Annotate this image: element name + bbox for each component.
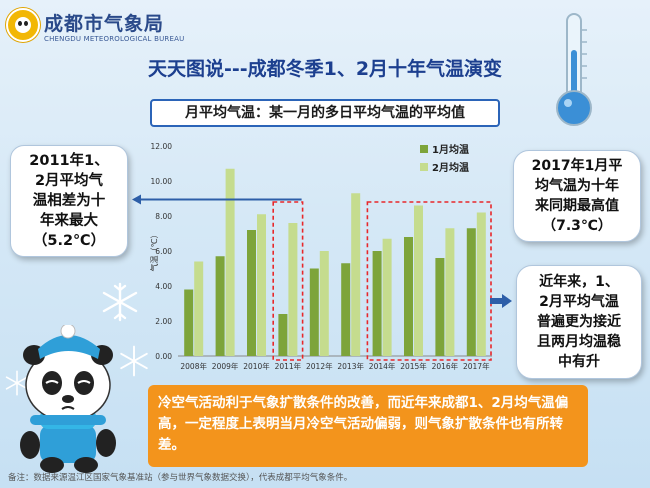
definition-banner: 月平均气温：某一月的多日平均气温的平均值 (150, 99, 500, 127)
bar-jan (278, 314, 288, 356)
logo-panda-icon (6, 8, 40, 42)
bar-feb (351, 193, 361, 356)
legend-label: 2月均温 (432, 161, 469, 174)
x-tick-label: 2017年 (463, 361, 490, 371)
bar-feb (225, 168, 235, 356)
callout-2011: 2011年1、 2月平均气 温相差为十 年来最大 （5.2℃） (10, 145, 128, 257)
highlight-box (366, 201, 492, 361)
legend-label: 1月均温 (432, 143, 469, 156)
snowflake-icon (102, 282, 138, 322)
bar-feb (382, 238, 392, 356)
bar-jan (435, 258, 445, 356)
callout-2011-text: 2011年1、 2月平均气 温相差为十 年来最大 （5.2℃） (29, 153, 109, 249)
y-tick-label: 12.00 (151, 142, 173, 151)
legend-swatch (420, 163, 428, 171)
y-tick-label: 4.00 (155, 282, 172, 291)
y-tick-label: 8.00 (155, 212, 172, 221)
x-tick-label: 2012年 (306, 361, 333, 371)
callout-arrow-head (132, 194, 141, 205)
bar-feb (194, 261, 204, 356)
main-title: 天天图说---成都冬季1、2月十年气温演变 (147, 58, 503, 80)
callout-trend: 近年来，1、 2月平均气温 普遍更为接近 且两月均温稳 中有升 (516, 265, 642, 379)
x-tick-label: 2014年 (369, 361, 396, 371)
y-axis-label: 气温（℃） (149, 231, 159, 272)
thermometer-icon (556, 13, 592, 126)
data-source-footnote: 备注：数据来源温江区国家气象基准站（参与世界气象数据交换），代表成都平均气象条件… (8, 473, 353, 483)
x-tick-label: 2011年 (275, 361, 302, 371)
x-tick-label: 2013年 (337, 361, 364, 371)
bar-jan (372, 251, 382, 356)
bar-feb (319, 251, 329, 356)
bar-feb (414, 205, 423, 356)
bar-jan (309, 268, 319, 356)
conclusion-note: 冷空气活动利于气象扩散条件的改善，而近年来成都1、2月均气温偏高，一定程度上表明… (148, 385, 588, 467)
logo-subtitle: CHENGDU METEOROLOGICAL BUREAU (44, 35, 185, 43)
y-tick-label: 0.00 (155, 352, 172, 361)
bar-jan (404, 237, 413, 356)
callout-trend-text: 近年来，1、 2月平均气温 普遍更为接近 且两月均温稳 中有升 (537, 274, 621, 370)
right-arrow-icon (490, 294, 512, 308)
bar-feb (257, 214, 266, 356)
callout-2017: 2017年1月平 均气温为十年 来同期最高值 （7.3℃） (513, 150, 641, 242)
bar-jan (247, 230, 256, 356)
y-tick-label: 10.00 (151, 177, 173, 186)
x-tick-label: 2009年 (212, 361, 239, 371)
y-tick-label: 6.00 (155, 247, 172, 256)
x-tick-label: 2016年 (432, 361, 459, 371)
logo-title: 成都市气象局 (44, 13, 165, 35)
snowflake-icon (5, 370, 29, 396)
bar-feb (445, 228, 455, 356)
y-tick-label: 2.00 (155, 317, 172, 326)
bar-jan (184, 289, 194, 356)
logo: 成都市气象局 CHENGDU METEOROLOGICAL BUREAU (6, 8, 196, 48)
bar-feb (288, 223, 298, 356)
panda-mascot-icon (20, 325, 116, 473)
bar-jan (341, 263, 351, 356)
x-tick-label: 2015年 (400, 361, 427, 371)
x-tick-label: 2010年 (243, 361, 270, 371)
x-tick-label: 2008年 (180, 361, 207, 371)
highlight-box (272, 201, 304, 361)
snowflake-icon (120, 345, 148, 377)
legend-swatch (420, 145, 428, 153)
callout-2017-text: 2017年1月平 均气温为十年 来同期最高值 （7.3℃） (531, 158, 623, 234)
bar-feb (476, 212, 486, 356)
bar-jan (215, 256, 225, 356)
bar-jan (466, 228, 476, 356)
